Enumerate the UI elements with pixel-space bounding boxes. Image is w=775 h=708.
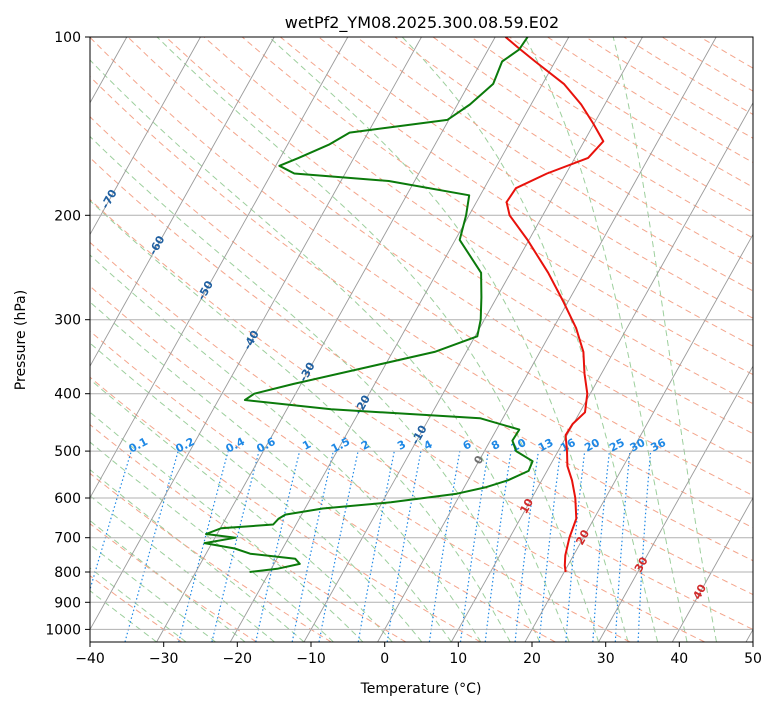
moist-adiabat-line [90, 411, 364, 642]
y-tick-label: 300 [54, 313, 81, 329]
mixing-ratio-lines [90, 450, 652, 642]
moist-adiabats [90, 37, 717, 642]
dry-adiabat-line [90, 241, 705, 642]
isotherm-line [229, 37, 570, 642]
dry-adiabat-line [90, 285, 631, 642]
y-axis-title: Pressure (hPa) [13, 290, 29, 390]
isotherm-line [598, 365, 753, 642]
mixing-ratio-line [291, 450, 334, 642]
x-tick-label: 50 [744, 651, 762, 667]
mixing-ratio-label: 20 [582, 436, 602, 455]
y-tick-label: 1000 [45, 622, 81, 638]
plot-area: -100-90-80-70-60-50-40-30-20-10010203040… [90, 37, 753, 642]
mixing-ratio-label: 25 [607, 436, 627, 455]
y-tick-label: 100 [54, 30, 81, 46]
mixing-ratio-line [565, 451, 586, 642]
moist-adiabat-line [268, 37, 629, 642]
chart-title: wetPf2_YM08.2025.300.08.59.E02 [285, 13, 559, 33]
x-axis-title: Temperature (°C) [360, 681, 482, 697]
mixing-ratio-line [514, 451, 539, 642]
moist-adiabat-line [90, 441, 334, 642]
isotherm-line [671, 496, 753, 642]
dry-adiabat-line [90, 330, 556, 642]
y-axis: 100 200 300 400 500 600 700 800 900 1000 [45, 30, 90, 638]
mixing-ratio-line [592, 451, 610, 642]
mixing-ratio-line [459, 451, 489, 642]
dry-adiabat-line [127, 37, 753, 465]
x-tick-label: 20 [523, 651, 541, 667]
x-axis: −40 −30 −20 −10 0 10 20 30 40 50 [75, 642, 762, 667]
dry-adiabat-line [90, 157, 753, 596]
dry-adiabat-line [90, 523, 257, 642]
isotherm-line [90, 37, 422, 631]
mixing-ratio-line [90, 450, 132, 592]
y-tick-label: 900 [54, 595, 81, 611]
moist-adiabat-line [612, 37, 717, 642]
isotherm-line [90, 37, 275, 368]
y-tick-label: 800 [54, 565, 81, 581]
mixing-ratio-label: 30 [628, 436, 648, 455]
plot-frame [89, 36, 754, 643]
y-tick-label: 500 [54, 444, 81, 460]
dry-adiabat-line [90, 37, 753, 497]
moist-adiabat-line [90, 301, 452, 642]
sounding-series [203, 37, 605, 573]
mixing-ratio-line [484, 451, 512, 642]
mixing-ratio-line [178, 450, 229, 642]
y-tick-label: 600 [54, 491, 81, 507]
x-tick-label: 10 [449, 651, 467, 667]
temperature-profile-line [504, 37, 605, 573]
dry-adiabat-line [90, 376, 481, 642]
moist-adiabat-line [524, 37, 688, 642]
moist-adiabat-line [90, 342, 423, 642]
pressure-gridlines [90, 37, 753, 630]
mixing-ratio-line [211, 450, 260, 642]
moist-adiabat-line [90, 199, 511, 642]
x-tick-label: −30 [149, 651, 179, 667]
isotherm-line [377, 37, 717, 642]
mixing-ratio-label: 36 [648, 436, 668, 455]
isotherms [90, 37, 753, 642]
y-tick-label: 400 [54, 387, 81, 403]
isotherm-line [524, 233, 753, 642]
y-tick-label: 700 [54, 531, 81, 547]
x-tick-label: 0 [380, 651, 389, 667]
moist-adiabat-line [90, 378, 393, 642]
dry-adiabat-line [90, 472, 332, 642]
isotherm-line [450, 101, 753, 642]
dry-adiabat-line [90, 75, 753, 529]
x-tick-label: 30 [597, 651, 615, 667]
y-tick-label: 200 [54, 208, 81, 224]
isotherm-line [90, 37, 201, 236]
moist-adiabat-line [90, 59, 570, 642]
x-tick-label: −20 [223, 651, 253, 667]
isotherm-line [303, 37, 643, 642]
mixing-ratio-line [538, 451, 562, 642]
dry-adiabat-line [280, 37, 753, 347]
mixing-ratio-line [255, 450, 301, 642]
dry-adiabat-line [241, 37, 753, 376]
mixing-ratio-label: 16 [558, 436, 578, 455]
moist-adiabat-line [90, 254, 482, 642]
x-tick-label: 40 [670, 651, 688, 667]
dry-adiabat-line [90, 575, 183, 642]
dewpoint-profile-line [203, 37, 534, 573]
moist-adiabat-line [156, 37, 600, 642]
x-tick-label: −40 [75, 651, 105, 667]
isotherm-line [90, 37, 349, 499]
mixing-ratio-label: 13 [536, 436, 556, 455]
x-tick-label: −10 [296, 651, 326, 667]
moist-adiabat-line [401, 37, 659, 642]
